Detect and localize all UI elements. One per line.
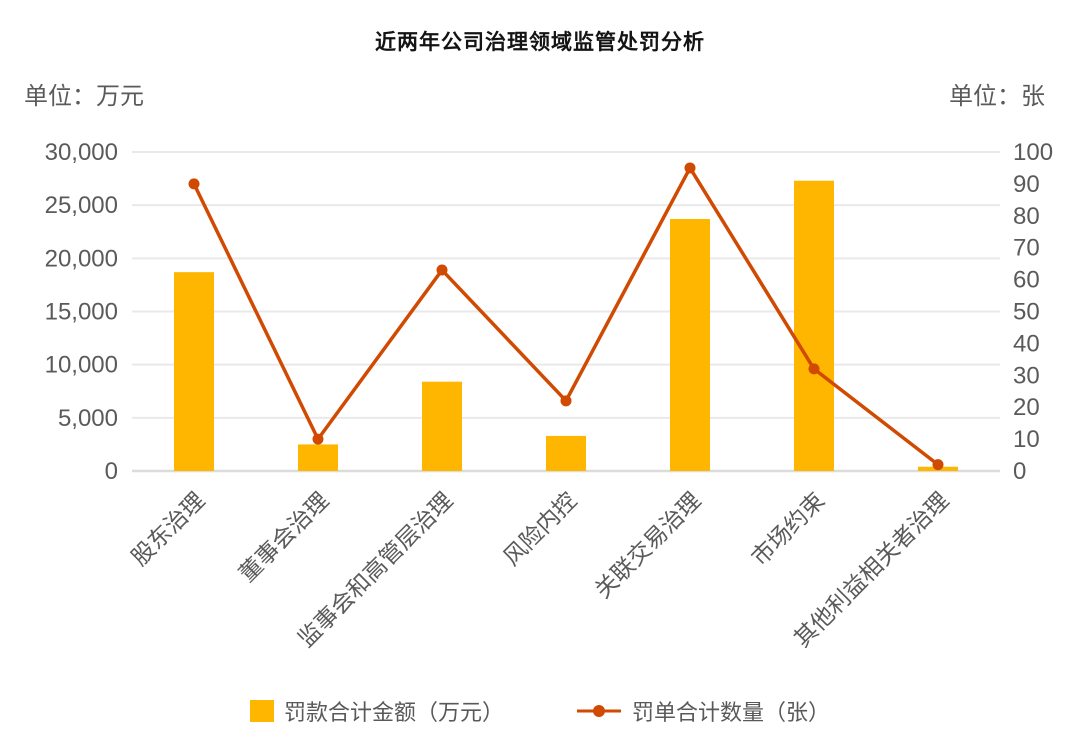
combo-bar-line-chart: 30,00025,00020,00015,00010,0005,00001009… (45, 139, 1053, 652)
line-marker (436, 264, 448, 276)
x-axis-label: 董事会治理 (234, 487, 334, 587)
right-axis-tick-label: 80 (1013, 203, 1040, 230)
right-axis-tick-label: 0 (1013, 458, 1026, 485)
left-axis-tick-label: 25,000 (45, 192, 118, 219)
left-axis-tick-label: 15,000 (45, 299, 118, 326)
bar (794, 180, 834, 471)
right-axis-tick-label: 10 (1013, 426, 1040, 453)
x-axis-label: 市场约束 (746, 487, 829, 570)
bar (670, 218, 710, 471)
line-marker (808, 363, 820, 375)
right-axis-tick-label: 60 (1013, 267, 1040, 294)
bar (298, 444, 338, 471)
bar (422, 381, 462, 471)
right-axis-tick-label: 90 (1013, 171, 1040, 198)
right-axis-tick-label: 30 (1013, 362, 1040, 389)
right-axis-tick-label: 70 (1013, 235, 1040, 262)
line-series-legend-label: 罚单合计数量（张） (632, 700, 831, 725)
line-marker (312, 433, 324, 445)
line-marker (684, 162, 696, 174)
x-axis-label: 股东治理 (126, 487, 209, 570)
line-marker (188, 178, 200, 190)
left-axis-tick-label: 5,000 (58, 405, 118, 432)
right-axis-unit-label: 单位：张 (949, 83, 1045, 110)
bar-series-swatch-icon (249, 700, 274, 722)
bar (546, 435, 586, 471)
legend: 罚款合计金额（万元） 罚单合计数量（张） (0, 695, 1080, 727)
left-axis-tick-label: 0 (105, 458, 118, 485)
right-axis-tick-label: 50 (1013, 299, 1040, 326)
line-series-swatch-icon (577, 705, 621, 717)
right-axis-tick-label: 20 (1013, 394, 1040, 421)
bar-series-legend-label: 罚款合计金额（万元） (283, 700, 504, 725)
chart-title: 近两年公司治理领域监管处罚分析 (375, 31, 705, 54)
legend-item-bar-series: 罚款合计金额（万元） (249, 695, 504, 727)
left-axis-unit-label: 单位：万元 (24, 83, 144, 110)
right-axis-tick-label: 100 (1013, 139, 1053, 166)
right-axis-tick-label: 40 (1013, 330, 1040, 357)
left-axis-tick-label: 20,000 (45, 245, 118, 272)
left-axis-tick-label: 30,000 (45, 139, 118, 166)
line-marker (560, 395, 572, 407)
x-axis-label: 风险内控 (498, 487, 581, 570)
bar (174, 272, 214, 471)
legend-item-line-series: 罚单合计数量（张） (576, 695, 830, 727)
line-marker (932, 459, 944, 471)
x-axis-label: 关联交易治理 (590, 487, 706, 603)
left-axis-tick-label: 10,000 (45, 352, 118, 379)
